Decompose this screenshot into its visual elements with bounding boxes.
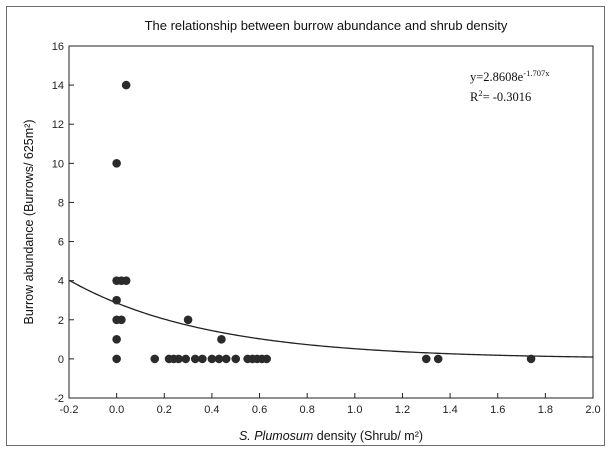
fit-curve	[68, 279, 594, 358]
data-point	[262, 354, 271, 364]
r-squared-value: = -0.3016	[483, 90, 532, 104]
data-point	[150, 354, 160, 364]
chart-title: The relationship between burrow abundanc…	[145, 18, 508, 33]
x-tick-label: 0.0	[109, 404, 124, 416]
y-axis-label: Burrow abundance (Burrows/ 625m²)	[22, 120, 36, 325]
x-tick-label: 0.6	[252, 404, 267, 416]
y-tick-label: 6	[58, 237, 64, 249]
x-axis-label: S. Plumosum density (Shrub/ m²)	[239, 429, 423, 443]
data-point	[214, 354, 224, 364]
x-tick-label: 0.8	[300, 404, 315, 416]
x-tick-label: 1.0	[347, 404, 362, 416]
data-point	[526, 354, 536, 364]
y-tick-label: 4	[58, 276, 64, 288]
data-point	[112, 159, 121, 168]
data-point	[181, 354, 191, 364]
x-tick-label: 1.8	[538, 404, 553, 416]
fit-equation-exponent: -1.707x	[523, 68, 550, 78]
data-point	[231, 354, 241, 364]
data-point	[190, 354, 200, 364]
data-point	[174, 354, 183, 364]
r-squared-superscript: 2	[478, 88, 482, 98]
data-points	[112, 80, 536, 364]
y-tick-label: 14	[52, 80, 64, 92]
data-point	[433, 354, 443, 364]
x-tick-label: 0.4	[204, 404, 219, 416]
r-squared: R2= -0.3016	[470, 88, 531, 104]
fit-equation-main: y=2.8608e	[470, 70, 524, 84]
data-point	[183, 315, 193, 325]
data-point	[112, 295, 121, 305]
x-tick-label: 1.6	[490, 404, 505, 416]
x-axis-label-species: S. Plumosum	[239, 429, 313, 443]
y-axis-ticks: -2 0 2 4 6 8 10 12 14 16	[52, 41, 74, 405]
y-tick-label: 2	[58, 315, 64, 327]
data-point	[221, 354, 231, 364]
y-tick-label: 16	[52, 41, 64, 53]
x-tick-label: 0.2	[157, 404, 172, 416]
data-point	[112, 335, 121, 344]
x-tick-label: 1.4	[442, 404, 457, 416]
r-squared-prefix: R	[470, 90, 479, 104]
y-tick-label: 0	[58, 354, 64, 366]
x-axis-label-units: density (Shrub/ m²)	[313, 429, 423, 443]
x-axis-ticks: -0.2 0.0 0.2 0.4 0.6 0.8 1.0 1.2 1.4 1.6 1.8 2.0	[60, 393, 601, 416]
data-point	[198, 354, 207, 364]
fit-equation: y=2.8608e-1.707x	[470, 68, 550, 84]
y-tick-label: 12	[52, 119, 64, 131]
x-tick-label: 1.2	[395, 404, 410, 416]
y-tick-label: 8	[58, 197, 64, 209]
data-point	[117, 315, 126, 325]
y-tick-label: -2	[54, 393, 64, 405]
data-point	[207, 354, 217, 364]
data-point	[121, 80, 131, 90]
data-point	[121, 276, 131, 285]
x-tick-label: -0.2	[60, 404, 79, 416]
data-point	[421, 354, 431, 364]
chart-frame	[6, 6, 605, 446]
data-point	[112, 354, 121, 364]
plot-area	[68, 45, 594, 399]
data-point	[217, 335, 226, 344]
y-tick-label: 10	[52, 158, 64, 170]
x-tick-label: 2.0	[585, 404, 600, 416]
